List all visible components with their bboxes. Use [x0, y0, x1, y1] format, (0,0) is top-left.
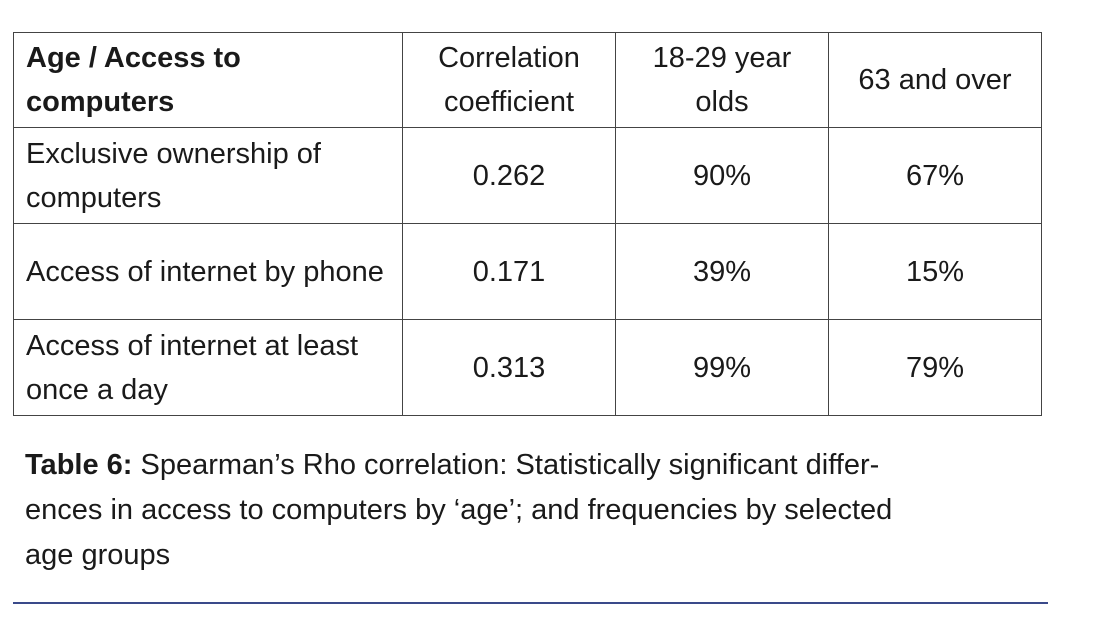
table-cell: Access of internet at least once a day [13, 319, 403, 416]
header-cell: 18-29 year olds [615, 32, 829, 128]
caption-line: age groups [25, 539, 171, 571]
caption-label: Table 6: [25, 449, 133, 481]
table-cell: 79% [828, 319, 1042, 416]
table-cell: 90% [615, 127, 829, 224]
table-cell: 0.313 [402, 319, 616, 416]
table-row: Access of internet by phone 0.171 39% 15% [13, 223, 1042, 320]
header-cell: Correlation coefficient [402, 32, 616, 128]
table-row: Exclusive ownership of computers 0.262 90%… [13, 127, 1042, 224]
table-row: Access of internet at least once a day 0.… [13, 319, 1042, 416]
table-body: Exclusive ownership of computers 0.262 90%… [13, 127, 1042, 416]
header-row: Age / Access to computers Correlation coe… [13, 32, 1042, 128]
caption-line: Spearman’s Rho correlation: Statisticall… [140, 449, 880, 481]
table-cell: 39% [615, 223, 829, 320]
table-cell: Access of internet by phone [13, 223, 403, 320]
table-cell: 99% [615, 319, 829, 416]
table-cell: 15% [828, 223, 1042, 320]
caption: Table 6: Spearman’s Rho correlation: Sta… [25, 443, 892, 578]
data-table: Age / Access to computers Correlation coe… [13, 32, 1042, 416]
header-cell: Age / Access to computers [13, 32, 403, 128]
table-cell: 0.262 [402, 127, 616, 224]
caption-line: ences in access to computers by ‘age’; a… [25, 494, 893, 526]
table-cell: Exclusive ownership of computers [13, 127, 403, 224]
bottom-rule [13, 602, 1048, 604]
table-cell: 67% [828, 127, 1042, 224]
table-cell: 0.171 [402, 223, 616, 320]
header-cell: 63 and over [828, 32, 1042, 128]
